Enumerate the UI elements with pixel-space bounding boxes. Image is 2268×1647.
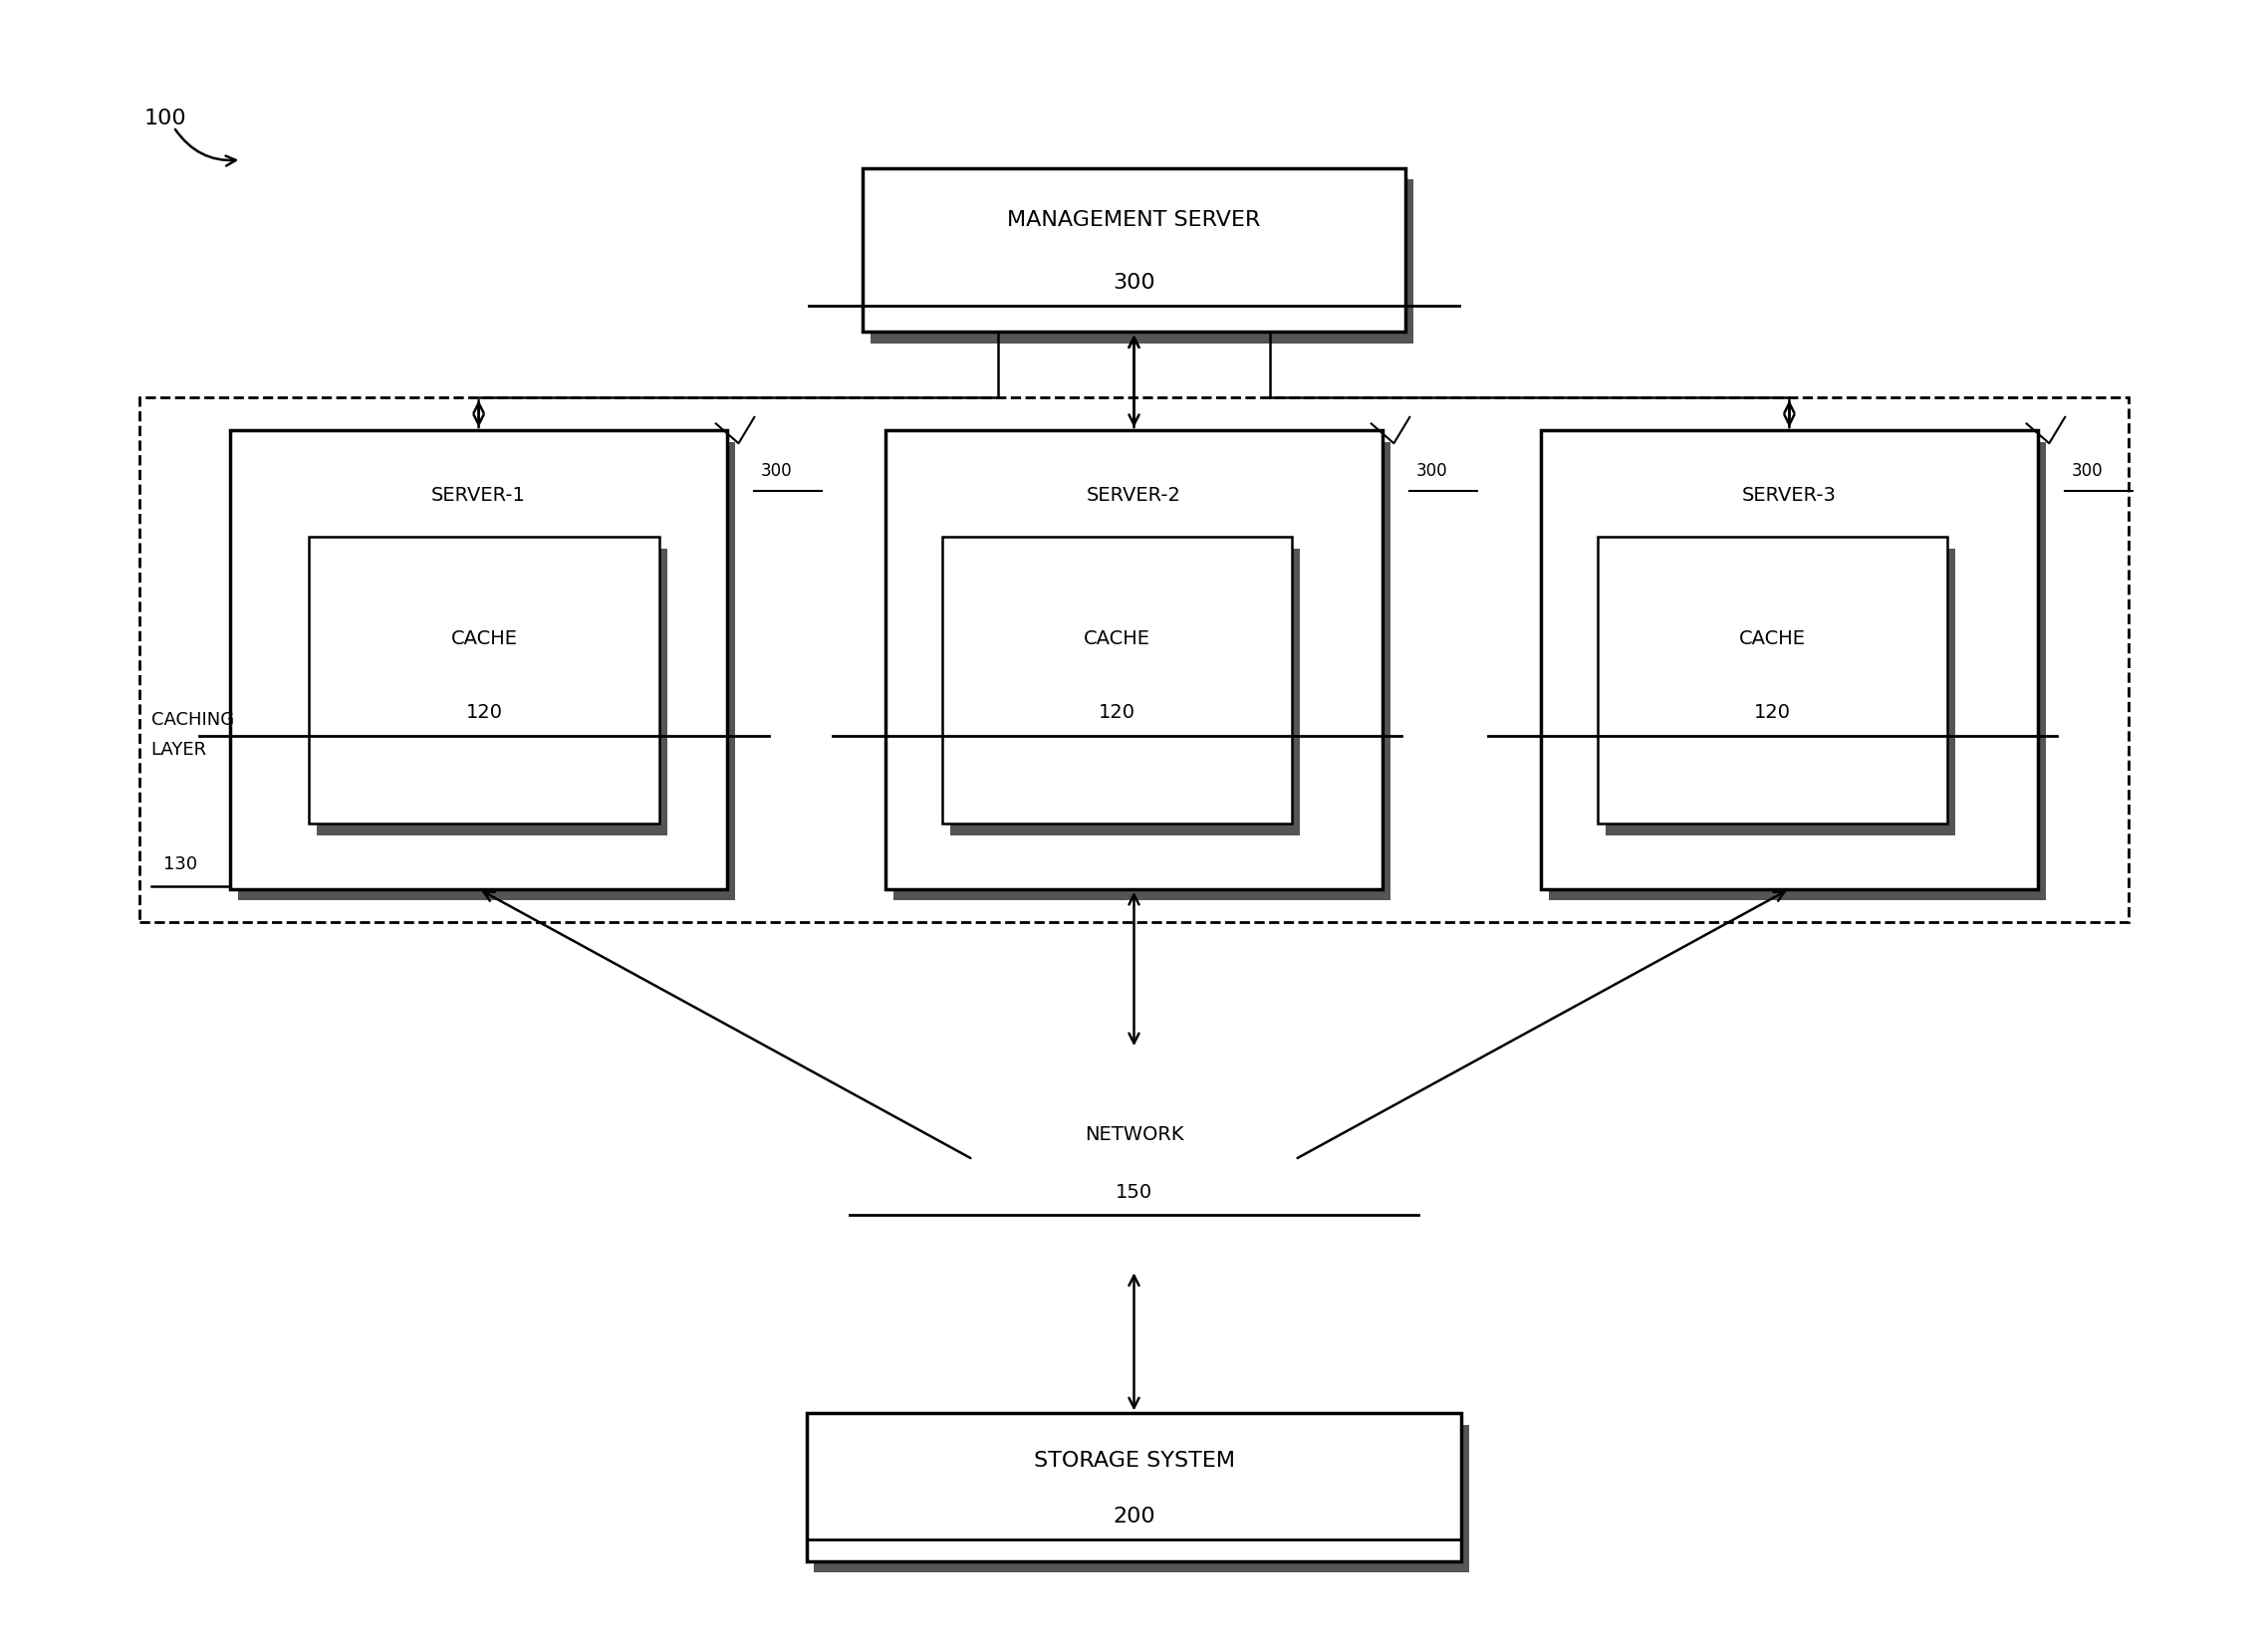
Text: LAYER: LAYER — [152, 741, 206, 759]
Text: 120: 120 — [465, 703, 503, 723]
Ellipse shape — [1139, 1156, 1259, 1237]
Bar — [807, 1413, 1461, 1561]
Text: CACHE: CACHE — [1740, 629, 1805, 649]
Text: 150: 150 — [1116, 1183, 1152, 1202]
Ellipse shape — [1070, 1168, 1198, 1248]
Bar — [1597, 537, 1948, 824]
Text: 100: 100 — [145, 109, 186, 128]
Bar — [1540, 430, 2039, 889]
Ellipse shape — [991, 1089, 1127, 1192]
Text: CACHING: CACHING — [152, 712, 234, 730]
Bar — [1549, 441, 2046, 901]
Bar — [1540, 430, 2039, 889]
Ellipse shape — [1145, 1092, 1275, 1191]
Ellipse shape — [1005, 1153, 1134, 1239]
Bar — [318, 548, 667, 835]
Text: 200: 200 — [1114, 1507, 1154, 1527]
Bar — [1597, 537, 1948, 824]
Bar — [950, 548, 1300, 835]
Text: SERVER-1: SERVER-1 — [431, 486, 526, 506]
Text: 120: 120 — [1753, 703, 1792, 723]
Text: 120: 120 — [1098, 703, 1136, 723]
Bar — [229, 430, 728, 889]
Bar — [238, 441, 735, 901]
Bar — [814, 1425, 1470, 1573]
Bar — [308, 537, 660, 824]
Bar — [308, 537, 660, 824]
Bar — [941, 537, 1293, 824]
Ellipse shape — [1216, 1133, 1311, 1211]
Text: 300: 300 — [762, 463, 792, 481]
Text: CACHE: CACHE — [1084, 629, 1150, 649]
Text: MANAGEMENT SERVER: MANAGEMENT SERVER — [1007, 211, 1261, 231]
Text: 130: 130 — [163, 855, 197, 873]
Text: SERVER-2: SERVER-2 — [1086, 486, 1182, 506]
Text: NETWORK: NETWORK — [1084, 1125, 1184, 1145]
Bar — [1606, 548, 1955, 835]
Bar — [141, 397, 2127, 922]
Text: CACHE: CACHE — [451, 629, 517, 649]
Text: 300: 300 — [1418, 463, 1447, 481]
Text: SERVER-3: SERVER-3 — [1742, 486, 1837, 506]
Bar — [894, 441, 1390, 901]
Ellipse shape — [953, 1128, 1059, 1215]
Bar — [807, 1413, 1461, 1561]
Ellipse shape — [1036, 1056, 1232, 1191]
Bar — [885, 430, 1383, 889]
Bar — [941, 537, 1293, 824]
Bar — [229, 430, 728, 889]
Bar — [871, 180, 1413, 343]
Bar — [885, 430, 1383, 889]
Bar — [862, 168, 1406, 333]
Text: STORAGE SYSTEM: STORAGE SYSTEM — [1034, 1451, 1234, 1471]
Ellipse shape — [844, 1024, 1424, 1295]
Text: 300: 300 — [1114, 273, 1154, 293]
Text: 300: 300 — [2071, 463, 2102, 481]
Bar — [862, 168, 1406, 333]
